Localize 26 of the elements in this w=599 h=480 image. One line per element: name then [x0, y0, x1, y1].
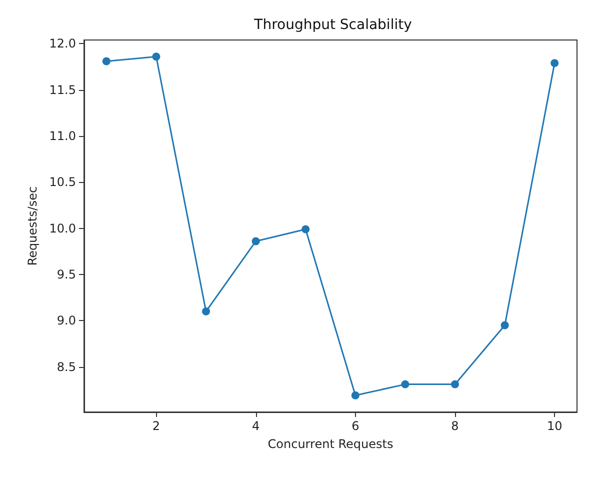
y-tick-label: 9.5	[56, 267, 76, 282]
point	[102, 57, 110, 66]
y-tick-label: 10.0	[49, 221, 76, 236]
chart-title: Throughput Scalability	[253, 17, 412, 33]
x-tick-label: 10	[546, 419, 562, 433]
point	[202, 307, 210, 316]
y-tick-label: 11.0	[49, 129, 76, 143]
y-tick-label: 11.5	[49, 82, 76, 97]
point	[550, 59, 559, 68]
y-tick-label: 8.5	[56, 360, 76, 374]
x-tick-label: 8	[451, 419, 459, 433]
x-tick-label: 6	[352, 419, 360, 433]
y-tick-label: 12.0	[49, 36, 76, 51]
x-axis-title: Concurrent Requests	[268, 437, 394, 451]
point	[451, 380, 459, 388]
point	[252, 237, 260, 246]
point	[500, 321, 509, 330]
x-tick-label: 4	[252, 419, 260, 433]
point	[302, 225, 310, 234]
point	[152, 52, 160, 61]
point	[351, 391, 360, 400]
y-axis-title: Requests/sec	[25, 186, 40, 266]
y-tick-label: 9.0	[56, 314, 76, 328]
x-tick-label: 2	[152, 419, 160, 433]
point	[401, 380, 410, 388]
y-tick-label: 10.5	[49, 175, 76, 190]
